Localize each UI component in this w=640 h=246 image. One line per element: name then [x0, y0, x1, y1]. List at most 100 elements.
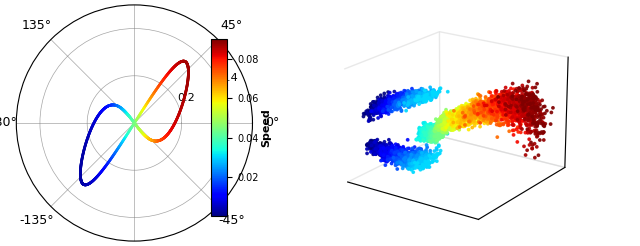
Point	[133, 126, 143, 130]
Point	[96, 170, 106, 174]
Point	[99, 167, 109, 171]
Point	[131, 123, 141, 127]
Point	[127, 118, 137, 122]
Point	[151, 88, 161, 92]
Point	[115, 106, 125, 109]
Point	[80, 183, 90, 187]
Point	[126, 117, 136, 121]
Point	[180, 60, 191, 64]
Point	[85, 181, 95, 185]
Point	[182, 82, 193, 86]
Point	[104, 104, 114, 108]
Point	[139, 106, 149, 110]
Point	[179, 98, 189, 102]
Point	[77, 157, 87, 161]
Point	[168, 124, 179, 128]
Point	[127, 125, 137, 129]
Point	[126, 117, 136, 121]
Point	[138, 132, 148, 136]
Point	[148, 139, 159, 143]
Point	[132, 116, 143, 120]
Point	[76, 174, 86, 178]
Point	[120, 135, 131, 139]
Point	[95, 172, 105, 176]
Point	[181, 89, 191, 93]
Point	[140, 133, 150, 137]
Point	[88, 124, 98, 128]
Point	[138, 107, 148, 111]
Point	[108, 154, 118, 158]
Point	[122, 111, 132, 115]
Point	[183, 67, 193, 71]
Point	[157, 137, 167, 141]
Point	[154, 84, 164, 88]
Point	[177, 103, 188, 107]
Point	[129, 120, 139, 124]
Point	[169, 123, 179, 127]
Point	[183, 64, 193, 68]
Point	[129, 122, 139, 126]
Point	[120, 110, 131, 114]
Point	[95, 111, 106, 115]
Point	[130, 122, 140, 126]
Point	[131, 122, 141, 126]
Point	[99, 107, 109, 110]
Point	[175, 60, 185, 64]
Point	[131, 123, 141, 127]
Point	[177, 59, 188, 63]
Point	[118, 138, 129, 142]
Point	[86, 180, 97, 184]
Point	[79, 147, 90, 151]
Point	[123, 113, 133, 117]
Point	[105, 103, 115, 107]
Point	[120, 137, 130, 140]
Point	[76, 169, 86, 173]
Point	[104, 159, 115, 163]
Point	[142, 101, 152, 105]
Point	[141, 135, 152, 139]
Point	[162, 73, 172, 77]
Point	[117, 140, 127, 144]
Point	[163, 132, 173, 136]
Point	[152, 139, 163, 143]
Point	[131, 123, 141, 127]
Point	[164, 131, 174, 135]
Point	[183, 65, 193, 69]
Point	[125, 115, 135, 119]
Point	[166, 128, 176, 132]
Point	[143, 100, 153, 104]
Point	[76, 178, 86, 182]
Point	[85, 129, 95, 133]
Point	[177, 59, 187, 63]
Point	[161, 75, 171, 79]
Point	[148, 139, 159, 143]
Point	[179, 59, 189, 63]
Point	[156, 82, 166, 86]
Point	[172, 117, 182, 121]
Point	[150, 89, 160, 93]
Point	[82, 138, 92, 142]
Point	[168, 66, 178, 70]
Point	[182, 84, 192, 88]
Point	[166, 68, 176, 72]
Point	[140, 134, 150, 138]
Point	[159, 135, 170, 139]
Point	[175, 108, 186, 112]
Point	[140, 104, 150, 108]
Point	[113, 105, 124, 108]
Point	[76, 168, 86, 171]
Point	[91, 117, 101, 121]
Point	[158, 78, 168, 82]
Point	[164, 70, 175, 74]
Point	[149, 139, 159, 143]
Point	[175, 108, 186, 111]
Point	[179, 95, 189, 99]
Point	[76, 178, 86, 182]
Point	[145, 137, 155, 141]
Point	[93, 113, 104, 117]
Point	[77, 181, 87, 185]
Point	[81, 139, 92, 143]
Point	[97, 109, 107, 113]
Point	[76, 167, 86, 171]
Point	[113, 145, 124, 149]
